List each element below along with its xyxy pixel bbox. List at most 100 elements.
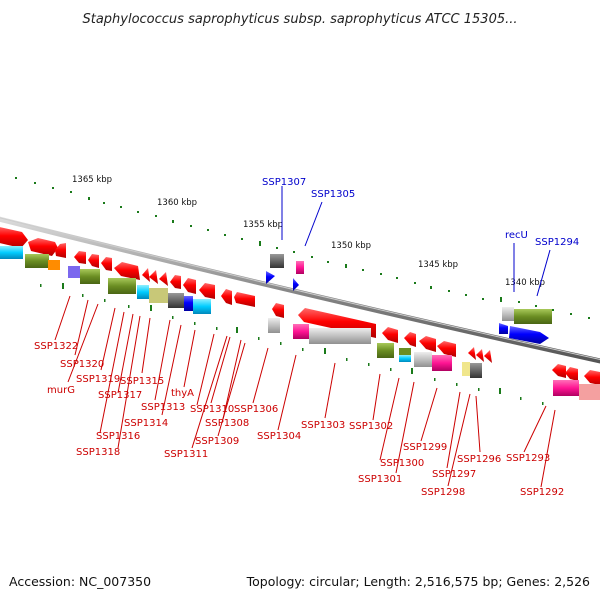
gene-label[interactable]: SSP1296 — [457, 454, 501, 465]
gene-label[interactable]: SSP1315 — [120, 376, 164, 387]
gene-arrow[interactable] — [437, 341, 456, 357]
gene-block[interactable] — [137, 285, 149, 299]
gene-label[interactable]: SSP1292 — [520, 487, 564, 498]
gene-label[interactable]: murG — [47, 385, 75, 396]
gene-block[interactable] — [80, 269, 100, 284]
gene-arrow[interactable] — [404, 332, 416, 347]
gene-label[interactable]: thyA — [171, 388, 194, 399]
gene-arrow[interactable] — [183, 278, 196, 294]
gene-arrow[interactable] — [149, 270, 158, 284]
gene-block[interactable] — [399, 348, 411, 355]
gene-arrow[interactable] — [419, 336, 436, 352]
gene-block[interactable] — [309, 328, 371, 344]
gene-label[interactable]: SSP1310 — [190, 404, 234, 415]
tick-label-1365: 1365 kbp — [72, 175, 112, 185]
gene-label[interactable]: SSP1298 — [421, 487, 465, 498]
gene-arrow[interactable] — [199, 283, 215, 299]
tick-label-1345: 1345 kbp — [418, 260, 458, 270]
gene-label[interactable]: SSP1316 — [96, 431, 140, 442]
gene-arrow[interactable] — [272, 303, 284, 318]
gene-block[interactable] — [553, 380, 579, 396]
gene-block[interactable] — [462, 362, 470, 376]
gene-label[interactable]: SSP1313 — [141, 402, 185, 413]
gene-arrow[interactable] — [484, 350, 492, 363]
gene-block[interactable] — [68, 266, 80, 278]
gene-label[interactable]: SSP1311 — [164, 449, 208, 460]
gene-block[interactable] — [514, 309, 552, 324]
gene-block[interactable] — [579, 384, 600, 400]
forward-genes[interactable] — [0, 226, 600, 386]
gene-arrow[interactable] — [382, 327, 398, 343]
gene-arrow[interactable] — [266, 271, 275, 284]
gene-arrow[interactable] — [234, 292, 255, 307]
gene-block[interactable] — [48, 260, 60, 270]
gene-arrow[interactable] — [565, 367, 578, 381]
gene-block[interactable] — [296, 261, 304, 274]
gene-label[interactable]: SSP1301 — [358, 474, 402, 485]
gene-block[interactable] — [377, 343, 394, 358]
gene-arrow[interactable] — [159, 272, 168, 286]
gene-arrow[interactable] — [170, 275, 181, 289]
gene-label[interactable]: SSP1303 — [301, 420, 345, 431]
gene-block[interactable] — [432, 355, 452, 371]
gene-block[interactable] — [414, 352, 432, 367]
gene-arrow[interactable] — [468, 347, 476, 360]
gene-block[interactable] — [293, 324, 309, 339]
gene-arrow[interactable] — [55, 243, 66, 258]
gene-label-ssp1294[interactable]: SSP1294 — [535, 237, 579, 248]
gene-arrow[interactable] — [476, 349, 484, 362]
gene-label-ssp1305[interactable]: SSP1305 — [311, 189, 355, 200]
gene-label[interactable]: SSP1318 — [76, 447, 120, 458]
gene-block[interactable] — [0, 246, 23, 259]
gene-label[interactable]: SSP1300 — [380, 458, 424, 469]
gene-arrow[interactable] — [509, 326, 549, 344]
gene-label[interactable]: SSP1319 — [76, 374, 120, 385]
gene-label[interactable]: SSP1309 — [195, 436, 239, 447]
gene-arrow[interactable] — [142, 268, 150, 282]
gene-label[interactable]: SSP1322 — [34, 341, 78, 352]
gene-label[interactable]: SSP1306 — [234, 404, 278, 415]
blue-genes[interactable] — [266, 271, 549, 344]
gene-label[interactable]: SSP1299 — [403, 442, 447, 453]
gene-label[interactable]: SSP1297 — [432, 469, 476, 480]
gene-arrow[interactable] — [293, 278, 299, 291]
gene-arrow[interactable] — [101, 257, 112, 271]
gene-block[interactable] — [149, 288, 168, 303]
accession-text: Accession: NC_007350 — [9, 574, 151, 589]
gene-label-ssp1307[interactable]: SSP1307 — [262, 177, 306, 188]
gene-arrow[interactable] — [221, 289, 232, 305]
map-title: Staphylococcus saprophyticus subsp. sapr… — [82, 12, 517, 27]
gene-label[interactable]: SSP1302 — [349, 421, 393, 432]
gene-label[interactable]: SSP1320 — [60, 359, 104, 370]
gene-label[interactable]: SSP1314 — [124, 418, 168, 429]
gene-label[interactable]: SSP1293 — [506, 453, 550, 464]
gene-arrow[interactable] — [114, 262, 140, 280]
genome-backbone — [0, 216, 600, 364]
gene-block[interactable] — [168, 293, 184, 308]
gene-labels-bottom[interactable]: SSP1322 SSP1320 murG SSP1319 SSP1315 SSP… — [34, 341, 564, 498]
gene-block[interactable] — [25, 254, 49, 268]
gene-label[interactable]: SSP1308 — [205, 418, 249, 429]
gene-block[interactable] — [108, 278, 136, 294]
gene-arrow[interactable] — [499, 323, 508, 334]
gene-block[interactable] — [268, 318, 280, 333]
gene-arrow[interactable] — [88, 254, 99, 268]
reverse-genes[interactable] — [0, 246, 600, 400]
leader-lines — [54, 186, 556, 488]
scale-ticks — [15, 177, 590, 319]
gene-block[interactable] — [399, 355, 411, 362]
gene-arrow[interactable] — [74, 251, 86, 264]
gene-block[interactable] — [193, 299, 211, 314]
gene-arrow[interactable] — [0, 226, 28, 248]
gene-block[interactable] — [470, 363, 482, 378]
gene-arrow[interactable] — [28, 238, 58, 256]
gene-label[interactable]: SSP1317 — [98, 390, 142, 401]
gene-arrow[interactable] — [584, 370, 600, 386]
gene-arrow[interactable] — [552, 364, 566, 378]
gene-label-recu[interactable]: recU — [505, 230, 528, 241]
gene-block[interactable] — [184, 296, 193, 311]
gene-block[interactable] — [270, 254, 284, 268]
gene-block[interactable] — [502, 307, 514, 321]
gene-label[interactable]: SSP1304 — [257, 431, 301, 442]
